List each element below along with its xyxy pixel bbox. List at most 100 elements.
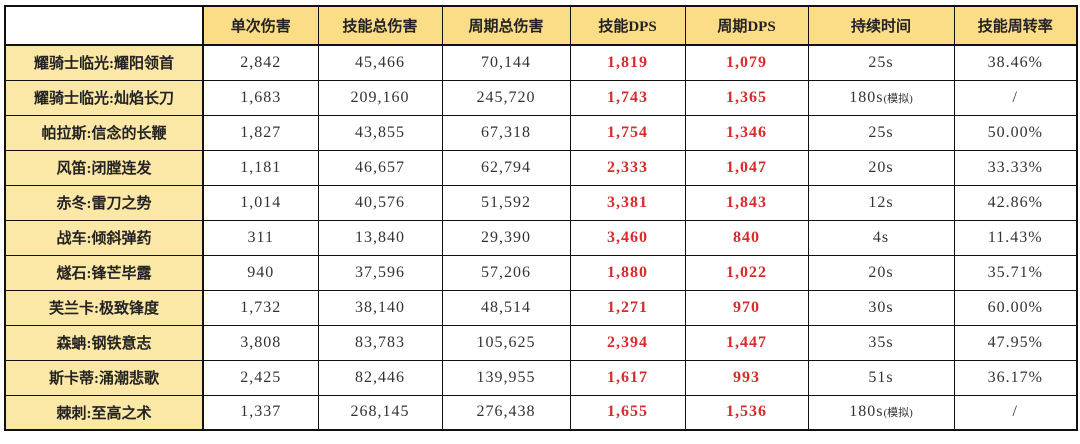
- cell-turnover: 42.86%: [953, 184, 1078, 221]
- cell-single-damage: 311: [202, 219, 319, 256]
- table-row: 风笛:闭膛连发 1,181 46,657 62,794 2,333 1,047 20s 33.…: [4, 149, 1078, 186]
- cell-skill-total-damage: 82,446: [317, 359, 443, 396]
- cell-cycle-dps: 993: [684, 359, 809, 396]
- row-label: 斯卡蒂:涌潮悲歌: [4, 359, 204, 396]
- cell-skill-dps: 3,381: [569, 184, 686, 221]
- row-label: 帕拉斯:信念的长鞭: [4, 114, 204, 151]
- cell-single-damage: 3,808: [202, 324, 319, 361]
- cell-turnover: 11.43%: [953, 219, 1078, 256]
- cell-skill-total-damage: 43,855: [317, 114, 443, 151]
- column-header-skill-dps: 技能DPS: [569, 5, 686, 46]
- row-label: 战车:倾斜弹药: [4, 219, 204, 256]
- cell-skill-total-damage: 45,466: [317, 44, 443, 81]
- cell-single-damage: 1,683: [202, 79, 319, 116]
- table-row: 芙兰卡:极致锋度 1,732 38,140 48,514 1,271 970 30s 60.0…: [4, 289, 1078, 326]
- cell-cycle-total-damage: 51,592: [441, 184, 571, 221]
- cell-skill-total-damage: 209,160: [317, 79, 443, 116]
- cell-cycle-dps: 1,346: [684, 114, 809, 151]
- cell-cycle-dps: 1,365: [684, 79, 809, 116]
- duration-value: 180s: [849, 403, 884, 421]
- cell-skill-dps: 2,394: [569, 324, 686, 361]
- row-label: 赤冬:雷刀之势: [4, 184, 204, 221]
- cell-skill-total-damage: 40,576: [317, 184, 443, 221]
- cell-skill-total-damage: 268,145: [317, 394, 443, 431]
- table-row: 战车:倾斜弹药 311 13,840 29,390 3,460 840 4s 11.43%: [4, 219, 1078, 256]
- cell-duration: 20s: [807, 149, 955, 186]
- cell-duration: 12s: [807, 184, 955, 221]
- column-header-single-damage: 单次伤害: [202, 5, 319, 46]
- duration-value: 51s: [868, 368, 894, 386]
- table-row: 帕拉斯:信念的长鞭 1,827 43,855 67,318 1,754 1,346 25s 5…: [4, 114, 1078, 151]
- duration-value: 4s: [872, 228, 890, 246]
- cell-turnover: 33.33%: [953, 149, 1078, 186]
- cell-cycle-total-damage: 70,144: [441, 44, 571, 81]
- cell-duration: 35s: [807, 324, 955, 361]
- cell-duration: 180s(模拟): [807, 394, 955, 431]
- duration-value: 12s: [868, 193, 894, 211]
- cell-cycle-total-damage: 57,206: [441, 254, 571, 291]
- cell-single-damage: 1,014: [202, 184, 319, 221]
- cell-cycle-total-damage: 105,625: [441, 324, 571, 361]
- cell-skill-total-damage: 83,783: [317, 324, 443, 361]
- cell-single-damage: 940: [202, 254, 319, 291]
- column-header-turnover: 技能周转率: [953, 5, 1078, 46]
- cell-skill-dps: 1,271: [569, 289, 686, 326]
- cell-cycle-dps: 1,079: [684, 44, 809, 81]
- cell-duration: 25s: [807, 44, 955, 81]
- cell-duration: 30s: [807, 289, 955, 326]
- column-header-duration: 持续时间: [807, 5, 955, 46]
- cell-skill-dps: 1,655: [569, 394, 686, 431]
- duration-value: 25s: [868, 53, 894, 71]
- cell-single-damage: 1,181: [202, 149, 319, 186]
- cell-single-damage: 2,425: [202, 359, 319, 396]
- table-row: 耀骑士临光:灿焰长刀 1,683 209,160 245,720 1,743 1,365 1…: [4, 79, 1078, 116]
- cell-turnover: 60.00%: [953, 289, 1078, 326]
- row-label: 棘刺:至高之术: [4, 394, 204, 431]
- table-body: 耀骑士临光:耀阳领首 2,842 45,466 70,144 1,819 1,079 25s…: [4, 44, 1078, 431]
- column-header-skill-total-damage: 技能总伤害: [317, 5, 443, 46]
- table-header: 单次伤害 技能总伤害 周期总伤害 技能DPS 周期DPS 持续时间 技能周转率: [4, 5, 1078, 46]
- row-label: 燧石:锋芒毕露: [4, 254, 204, 291]
- cell-cycle-total-damage: 62,794: [441, 149, 571, 186]
- cell-skill-dps: 1,754: [569, 114, 686, 151]
- cell-cycle-total-damage: 139,955: [441, 359, 571, 396]
- duration-note: (模拟): [883, 92, 913, 105]
- cell-turnover: 47.95%: [953, 324, 1078, 361]
- cell-single-damage: 1,337: [202, 394, 319, 431]
- cell-turnover: /: [953, 394, 1078, 431]
- dps-comparison-table: 单次伤害 技能总伤害 周期总伤害 技能DPS 周期DPS 持续时间 技能周转率 耀骑士临光:…: [4, 5, 1078, 431]
- table-row: 赤冬:雷刀之势 1,014 40,576 51,592 3,381 1,843 12s 42.…: [4, 184, 1078, 221]
- duration-value: 180s: [849, 88, 884, 106]
- cell-skill-total-damage: 38,140: [317, 289, 443, 326]
- cell-skill-total-damage: 46,657: [317, 149, 443, 186]
- cell-single-damage: 2,842: [202, 44, 319, 81]
- duration-value: 30s: [868, 298, 894, 316]
- corner-cell: [4, 5, 204, 46]
- dps-table-container: 单次伤害 技能总伤害 周期总伤害 技能DPS 周期DPS 持续时间 技能周转率 耀骑士临光:…: [4, 5, 1078, 431]
- cell-skill-dps: 1,880: [569, 254, 686, 291]
- cell-turnover: /: [953, 79, 1078, 116]
- row-label: 耀骑士临光:耀阳领首: [4, 44, 204, 81]
- cell-skill-total-damage: 37,596: [317, 254, 443, 291]
- cell-single-damage: 1,732: [202, 289, 319, 326]
- row-label: 风笛:闭膛连发: [4, 149, 204, 186]
- duration-value: 20s: [868, 158, 894, 176]
- cell-cycle-total-damage: 29,390: [441, 219, 571, 256]
- cell-skill-dps: 1,617: [569, 359, 686, 396]
- cell-skill-dps: 3,460: [569, 219, 686, 256]
- cell-cycle-total-damage: 67,318: [441, 114, 571, 151]
- cell-cycle-dps: 970: [684, 289, 809, 326]
- cell-cycle-dps: 1,536: [684, 394, 809, 431]
- cell-turnover: 36.17%: [953, 359, 1078, 396]
- cell-duration: 20s: [807, 254, 955, 291]
- duration-value: 20s: [868, 263, 894, 281]
- cell-duration: 51s: [807, 359, 955, 396]
- duration-value: 25s: [868, 123, 894, 141]
- cell-cycle-dps: 1,447: [684, 324, 809, 361]
- cell-cycle-total-damage: 48,514: [441, 289, 571, 326]
- cell-duration: 25s: [807, 114, 955, 151]
- table-row: 森蚺:钢铁意志 3,808 83,783 105,625 2,394 1,447 35s 47…: [4, 324, 1078, 361]
- cell-cycle-dps: 1,047: [684, 149, 809, 186]
- duration-value: 35s: [868, 333, 894, 351]
- cell-skill-dps: 1,819: [569, 44, 686, 81]
